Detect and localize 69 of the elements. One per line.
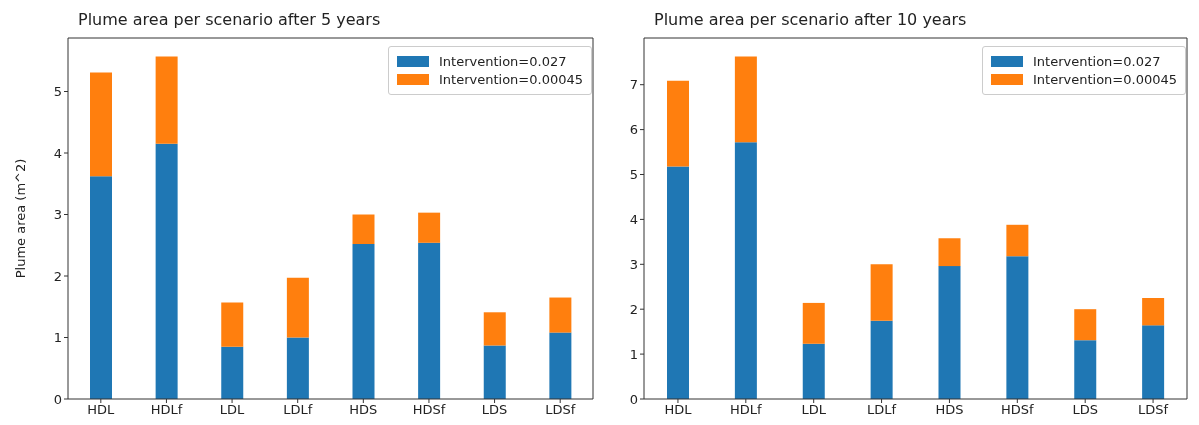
x-tick-label: HDL bbox=[664, 402, 693, 418]
bar bbox=[734, 142, 757, 399]
x-tick-label: LDSf bbox=[545, 402, 576, 418]
y-axis-title: Plume area (m^2) bbox=[12, 158, 28, 279]
bar bbox=[734, 56, 757, 143]
x-tick-label: HDLf bbox=[730, 402, 763, 418]
bar bbox=[802, 302, 825, 344]
bar bbox=[1142, 325, 1165, 399]
bar bbox=[90, 176, 112, 399]
y-tick-label: 2 bbox=[53, 268, 62, 284]
legend-label: Intervention=0.00045 bbox=[1033, 72, 1177, 87]
bar bbox=[90, 72, 112, 177]
y-tick-label: 3 bbox=[53, 207, 62, 223]
bar bbox=[418, 242, 441, 399]
y-tick-label: 4 bbox=[629, 212, 638, 228]
bar bbox=[483, 345, 506, 399]
bar bbox=[1074, 309, 1097, 341]
bar bbox=[870, 320, 893, 399]
bar bbox=[352, 244, 375, 399]
x-tick-label: HDL bbox=[87, 402, 116, 418]
bar bbox=[221, 302, 244, 347]
bar bbox=[1074, 340, 1097, 399]
bar bbox=[667, 166, 689, 399]
bar bbox=[1142, 297, 1165, 326]
bar bbox=[155, 56, 178, 144]
bar bbox=[1006, 256, 1029, 399]
bar bbox=[938, 238, 961, 267]
x-tick-label: HDLf bbox=[150, 402, 183, 418]
y-tick-label: 5 bbox=[53, 84, 62, 100]
x-tick-label: LDSf bbox=[1138, 402, 1169, 418]
x-tick-label: HDS bbox=[935, 402, 964, 418]
y-tick-label: 3 bbox=[629, 256, 638, 272]
bar bbox=[352, 214, 375, 245]
bar bbox=[221, 346, 244, 399]
bar bbox=[549, 332, 572, 399]
x-tick-label: HDS bbox=[349, 402, 378, 418]
bar bbox=[802, 343, 825, 399]
y-tick-label: 2 bbox=[629, 301, 638, 317]
y-tick-label: 1 bbox=[53, 330, 62, 346]
legend-label: Intervention=0.027 bbox=[1033, 54, 1161, 69]
x-tick-label: LDLf bbox=[283, 402, 313, 418]
bar bbox=[938, 266, 961, 399]
x-tick-label: HDSf bbox=[412, 402, 446, 418]
y-tick-label: 5 bbox=[629, 167, 638, 183]
x-tick-label: LDLf bbox=[867, 402, 897, 418]
bar bbox=[483, 312, 506, 346]
bar bbox=[155, 143, 178, 399]
chart-title: Plume area per scenario after 5 years bbox=[78, 10, 381, 29]
y-tick-label: 1 bbox=[629, 346, 638, 362]
x-tick-label: LDS bbox=[1072, 402, 1098, 418]
bar bbox=[1006, 224, 1029, 257]
bar bbox=[549, 297, 572, 333]
bar bbox=[667, 80, 689, 167]
y-tick-label: 0 bbox=[629, 391, 638, 407]
y-tick-label: 0 bbox=[53, 391, 62, 407]
x-tick-label: LDL bbox=[219, 402, 246, 418]
y-tick-label: 6 bbox=[629, 122, 638, 138]
bar bbox=[418, 212, 441, 243]
x-tick-label: LDS bbox=[481, 402, 508, 418]
x-tick-label: HDSf bbox=[1001, 402, 1035, 418]
legend-label: Intervention=0.00045 bbox=[439, 72, 583, 87]
y-tick-label: 7 bbox=[629, 77, 638, 93]
bar bbox=[870, 264, 893, 321]
x-tick-label: LDL bbox=[801, 402, 827, 418]
chart-title: Plume area per scenario after 10 years bbox=[654, 10, 967, 29]
bar bbox=[286, 337, 309, 399]
y-tick-label: 4 bbox=[53, 145, 62, 161]
legend-label: Intervention=0.027 bbox=[439, 54, 567, 69]
bar bbox=[286, 277, 309, 338]
